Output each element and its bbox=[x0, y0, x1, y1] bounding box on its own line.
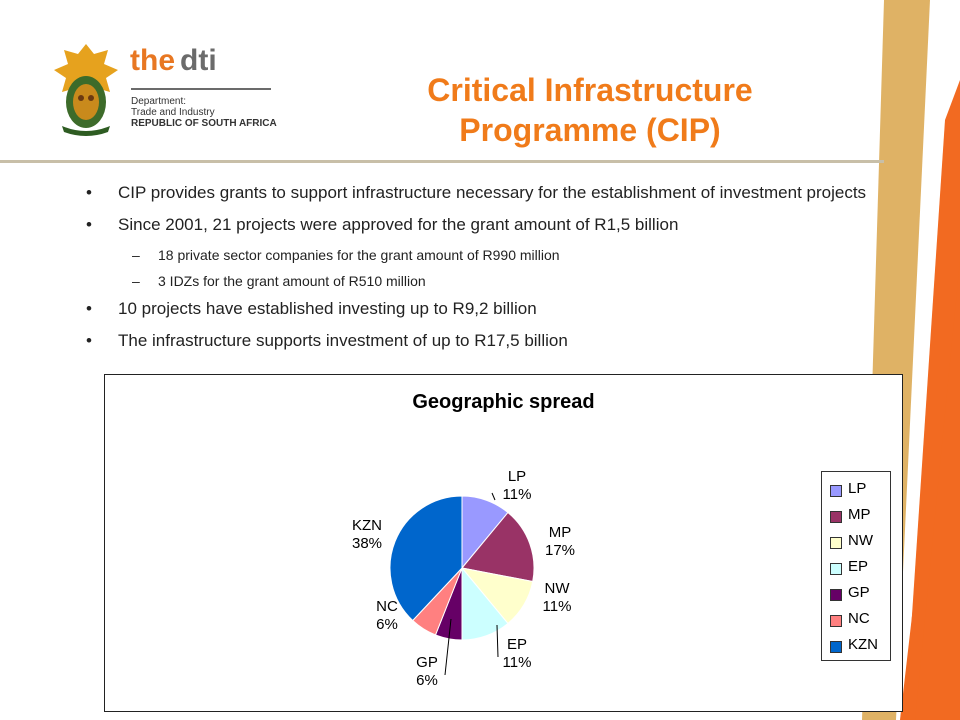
bullet-glyph: • bbox=[86, 331, 92, 350]
slice-label-lp: LP bbox=[508, 468, 526, 485]
legend-item-nw: NW bbox=[830, 532, 890, 552]
bullet-item: • Since 2001, 21 projects were approved f… bbox=[86, 214, 886, 236]
brand-trade-industry: Trade and Industry bbox=[131, 107, 215, 118]
legend-swatch bbox=[830, 563, 842, 575]
brand-republic: REPUBLIC OF SOUTH AFRICA bbox=[131, 118, 277, 129]
brand-department: Department: bbox=[131, 96, 187, 107]
legend-swatch bbox=[830, 589, 842, 601]
legend-label: MP bbox=[848, 506, 871, 523]
slice-label-gp: GP bbox=[416, 654, 438, 671]
bullet-item: • CIP provides grants to support infrastr… bbox=[86, 182, 886, 204]
legend-item-gp: GP bbox=[830, 584, 890, 604]
title-line-2: Programme (CIP) bbox=[459, 112, 721, 148]
sub-bullet-item: – 18 private sector companies for the gra… bbox=[86, 246, 886, 264]
legend-swatch bbox=[830, 485, 842, 497]
legend-label: EP bbox=[848, 558, 869, 575]
chart-legend: LP MP NW EP GP NC KZN bbox=[821, 471, 891, 661]
legend-label: LP bbox=[848, 480, 867, 497]
legend-swatch bbox=[830, 641, 842, 653]
chart-title: Geographic spread bbox=[412, 391, 595, 413]
legend-item-ep: EP bbox=[830, 558, 890, 578]
legend-swatch bbox=[830, 615, 842, 627]
legend-item-mp: MP bbox=[830, 506, 890, 526]
pie-chart-frame: Geographic spread LP 11% MP 17% NW 11% EP 11% GP… bbox=[104, 374, 903, 712]
legend-label: GP bbox=[848, 584, 870, 601]
leader-line-ep bbox=[496, 624, 499, 658]
slice-value-ep: 11% bbox=[503, 654, 532, 671]
brand-the: the bbox=[130, 44, 175, 77]
legend-swatch bbox=[830, 511, 842, 523]
slice-value-kzn: 38% bbox=[352, 535, 382, 552]
bullet-text: Since 2001, 21 projects were approved fo… bbox=[118, 215, 679, 234]
legend-item-lp: LP bbox=[830, 480, 890, 500]
title-line-1: Critical Infrastructure bbox=[427, 72, 753, 108]
header-divider bbox=[0, 160, 884, 163]
pie-slice-mp bbox=[461, 511, 535, 583]
bullet-glyph: • bbox=[86, 183, 92, 202]
sub-bullet-item: – 3 IDZs for the grant amount of R510 mil… bbox=[86, 272, 886, 290]
dash-glyph: – bbox=[132, 273, 140, 289]
slice-value-mp: 17% bbox=[545, 542, 575, 559]
bullet-text: 10 projects have established investing u… bbox=[118, 299, 537, 318]
leader-line-gp bbox=[444, 618, 452, 676]
brand-dti: dti bbox=[180, 44, 217, 77]
bullet-glyph: • bbox=[86, 215, 92, 234]
bullet-glyph: • bbox=[86, 299, 92, 318]
bullet-item: • The infrastructure supports investment … bbox=[86, 330, 886, 352]
page-title: Critical Infrastructure Programme (CIP) bbox=[370, 70, 810, 150]
coat-of-arms-icon bbox=[54, 44, 118, 136]
slice-value-nw: 11% bbox=[543, 598, 572, 615]
bullet-item: • 10 projects have established investing … bbox=[86, 298, 886, 320]
slice-value-gp: 6% bbox=[416, 672, 438, 689]
legend-label: KZN bbox=[848, 636, 878, 653]
legend-label: NC bbox=[848, 610, 870, 627]
orange-stripe-upper bbox=[905, 80, 960, 720]
bullet-list: • CIP provides grants to support infrastr… bbox=[86, 182, 886, 362]
leader-line-lp bbox=[491, 492, 496, 501]
dash-glyph: – bbox=[132, 247, 140, 263]
brand-rule bbox=[131, 88, 271, 90]
legend-swatch bbox=[830, 537, 842, 549]
slice-label-mp: MP bbox=[549, 524, 572, 541]
legend-label: NW bbox=[848, 532, 873, 549]
legend-item-nc: NC bbox=[830, 610, 890, 630]
pie-slice-kzn bbox=[389, 495, 463, 622]
slice-value-nc: 6% bbox=[376, 616, 398, 633]
slice-label-ep: EP bbox=[507, 636, 527, 653]
slice-label-nc: NC bbox=[376, 598, 398, 615]
slice-value-lp: 11% bbox=[503, 486, 532, 503]
sub-bullet-text: 3 IDZs for the grant amount of R510 mill… bbox=[158, 273, 426, 289]
slice-label-kzn: KZN bbox=[352, 517, 382, 534]
legend-item-kzn: KZN bbox=[830, 636, 890, 656]
bullet-text: The infrastructure supports investment o… bbox=[118, 331, 568, 350]
sub-bullet-text: 18 private sector companies for the gran… bbox=[158, 247, 560, 263]
bullet-text: CIP provides grants to support infrastru… bbox=[118, 183, 867, 202]
slice-label-nw: NW bbox=[545, 580, 571, 597]
